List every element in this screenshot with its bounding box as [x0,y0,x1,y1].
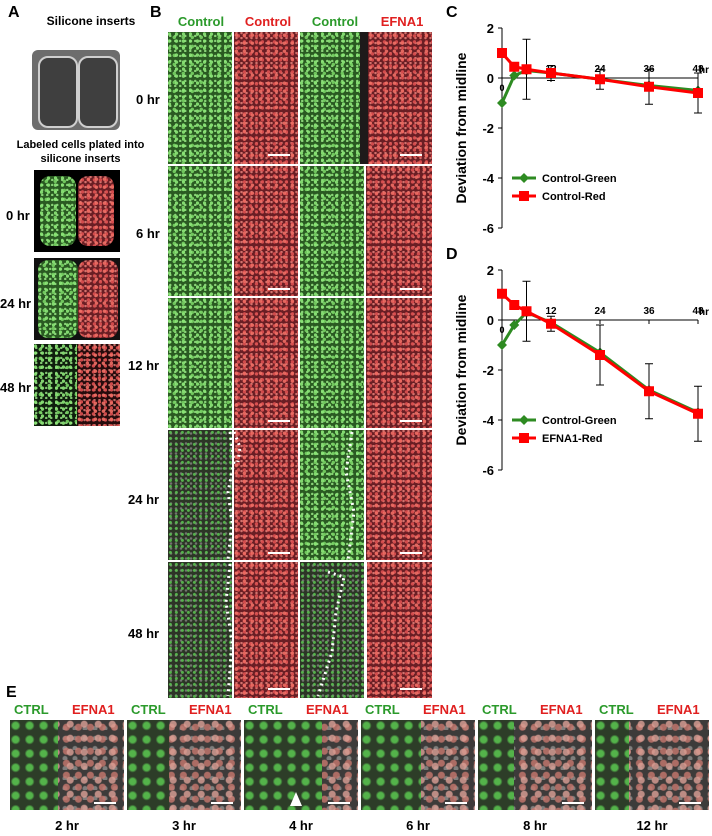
panel-e-efna1-label: EFNA1 [540,702,583,717]
data-point [644,81,654,92]
panel-c-label: C [446,4,458,21]
x-tick-label: 0 [499,83,504,93]
y-tick-label: -4 [482,171,494,186]
legend-marker [519,173,529,183]
panel-b-time-6: 6 hr [136,226,160,241]
data-point [509,300,520,310]
data-point [595,350,605,360]
panel-a-image-24hr [34,258,120,340]
migration-boundary-lines [224,431,356,697]
data-point [497,48,507,58]
panel-e-time-label: 3 hr [172,818,196,833]
data-point [509,320,520,330]
data-point [497,98,507,108]
y-tick-label: -4 [482,413,494,428]
y-tick-label: 2 [487,21,494,36]
legend-marker [519,415,529,425]
data-point [693,408,703,419]
panel-b-time-0: 0 hr [136,92,160,107]
panel-e-ctrl-label: CTRL [248,702,283,717]
x-tick-label: 48 [692,306,704,317]
panel-a-image-0hr [34,170,120,252]
y-axis-label: Deviation from midline [453,294,469,445]
legend-label: Control-Green [542,173,617,185]
panel-e-image [478,720,592,810]
panel-e-time-label: 2 hr [55,818,79,833]
panel-e-ctrl-label: CTRL [599,702,634,717]
panel-b-time-24: 24 hr [128,492,160,507]
y-tick-label: 0 [487,71,494,86]
x-unit-label: hr [699,65,709,76]
panel-e-ctrl-label: CTRL [365,702,400,717]
data-point [644,386,654,397]
panel-e-image [595,720,709,810]
panel-e-efna1-label: EFNA1 [657,702,700,717]
data-point [521,306,532,317]
panel-a-image-48hr [34,344,120,426]
x-tick-label: 0 [499,325,504,335]
silicone-insert-photo [32,50,120,130]
panel-d-label: D [446,246,458,263]
y-tick-label: -6 [482,463,494,478]
x-tick-label: 48 [692,64,704,75]
panel-e-image [361,720,475,810]
panel-e-efna1-label: EFNA1 [423,702,466,717]
arrowhead-icon [290,792,302,806]
panel-e-ctrl-label: CTRL [14,702,49,717]
data-point [521,64,532,75]
panel-b-time-48: 48 hr [128,626,160,641]
y-tick-label: 0 [487,313,494,328]
panel-e-ctrl-label: CTRL [131,702,166,717]
y-tick-label: -2 [482,363,494,378]
data-point [693,88,703,98]
legend-label: Control-Red [542,191,606,203]
legend-marker [519,191,529,201]
data-point [546,318,556,329]
y-tick-label: -6 [482,221,494,236]
data-point [497,288,507,299]
data-point [595,74,605,85]
data-point [546,68,556,78]
panel-a-time-0: 0 hr [6,208,30,223]
x-tick-label: 12 [545,306,557,317]
x-unit-label: hr [699,307,709,318]
data-point [509,70,520,81]
panel-e-time-label: 4 hr [289,818,313,833]
panel-e-time-label: 6 hr [406,818,430,833]
x-tick-label: 36 [643,306,655,317]
panel-e-image [10,720,124,810]
panel-b-header-3: Control [311,14,359,29]
panel-b-header-4: EFNA1 [380,14,424,29]
panel-e-efna1-label: EFNA1 [306,702,349,717]
panel-a-time-48: 48 hr [0,380,32,395]
plated-caption: Labeled cells plated into silicone inser… [16,139,145,165]
x-tick-label: 24 [594,306,606,317]
legend-label: Control-Green [542,415,617,427]
panel-a-time-24: 24 hr [0,296,32,311]
inserts-title: Silicone inserts [46,14,136,28]
legend-marker [519,433,529,443]
data-point [497,340,507,350]
panel-b-grid [168,32,432,698]
y-tick-label: 2 [487,263,494,278]
y-axis-label: Deviation from midline [453,52,469,203]
panel-e-ctrl-label: CTRL [482,702,517,717]
legend-label: EFNA1-Red [542,433,603,445]
panel-b-label: B [150,4,162,21]
panel-e-efna1-label: EFNA1 [72,702,115,717]
panel-e-time-label: 8 hr [523,818,547,833]
panel-b-header-2: Control [244,14,292,29]
data-point [509,61,520,72]
panel-e-efna1-label: EFNA1 [189,702,232,717]
panel-e-image [244,720,358,810]
y-tick-label: -2 [482,121,494,136]
panel-e-image [127,720,241,810]
panel-e-label: E [6,684,17,701]
panel-a-label: A [8,4,20,21]
panel-b-header-1: Control [177,14,225,29]
panel-e-time-label: 12 hr [636,818,668,833]
panel-b-time-12: 12 hr [128,358,160,373]
